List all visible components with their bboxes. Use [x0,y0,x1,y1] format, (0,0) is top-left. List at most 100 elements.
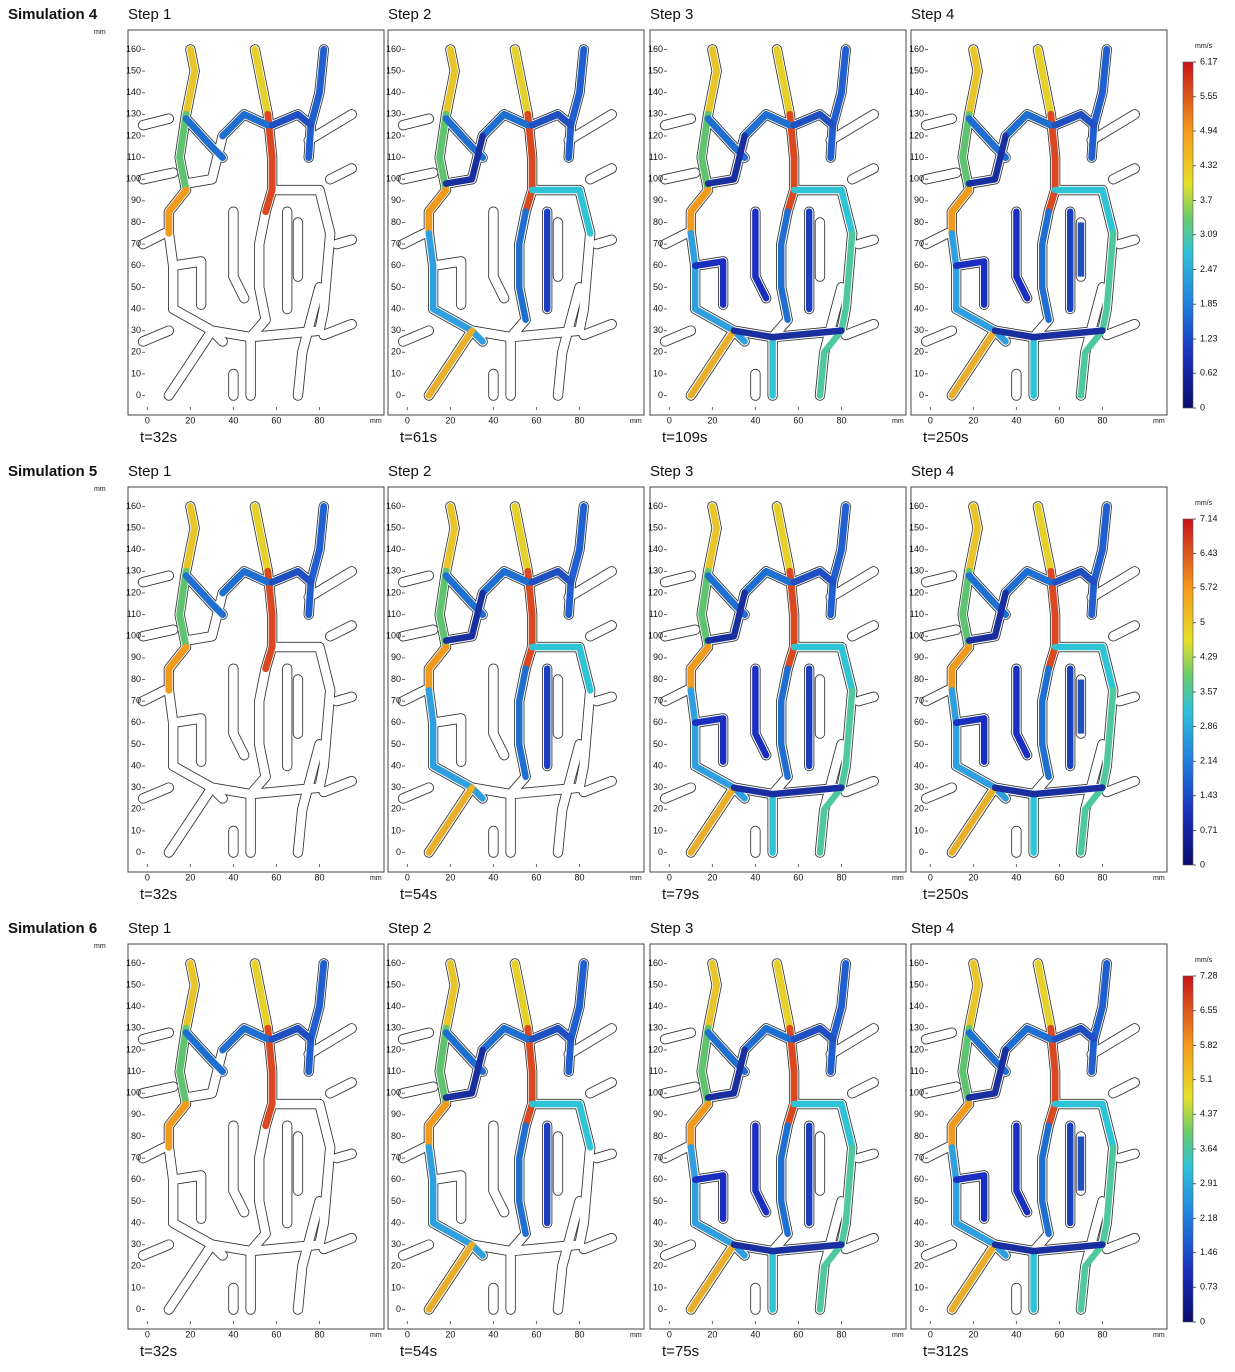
y-tick-label: 30 [653,1239,663,1249]
y-tick-label: 130 [126,1023,141,1033]
x-tick-label: 40 [750,872,760,882]
y-tick-label: 10 [131,825,141,835]
y-tick-label: 120 [386,587,401,597]
y-tick-label: 50 [131,739,141,749]
x-tick-label: 20 [185,1329,195,1339]
y-tick-label: 40 [131,760,141,770]
y-tick-label: 130 [648,109,663,119]
y-tick-label: 130 [909,109,924,119]
colorbar-tick-label: 6.17 [1200,56,1218,66]
time-label: t=75s [662,1343,699,1360]
y-tick-label: 130 [909,566,924,576]
x-unit: mm [370,875,382,882]
colorbar-tick-label: 1.43 [1200,790,1218,800]
y-tick-label: 100 [386,174,401,184]
y-tick-label: 130 [126,566,141,576]
x-tick-label: 20 [707,415,717,425]
y-tick-label: 40 [914,760,924,770]
y-tick-label: 100 [126,1088,141,1098]
y-tick-label: 100 [648,174,663,184]
y-tick-label: 90 [653,1109,663,1119]
x-tick-label: 80 [314,872,324,882]
y-tick-label: 150 [386,522,401,532]
y-tick-label: 40 [391,303,401,313]
x-tick-label: 80 [574,872,584,882]
y-tick-label: 110 [387,152,401,162]
y-tick-label: 150 [126,65,141,75]
y-tick-label: 10 [914,1282,924,1292]
y-tick-label: 60 [914,260,924,270]
y-tick-label: 50 [914,739,924,749]
y-tick-label: 60 [653,1174,663,1184]
x-tick-label: 0 [145,415,150,425]
y-tick-label: 20 [391,347,401,357]
y-tick-label: 110 [127,1066,141,1076]
time-label: t=32s [140,429,177,446]
y-tick-label: 40 [914,1217,924,1227]
x-tick-label: 20 [185,415,195,425]
x-tick-label: 0 [405,415,410,425]
x-tick-label: 0 [928,1329,933,1339]
simulation-title: Simulation 6 [8,920,97,937]
y-tick-label: 80 [653,674,663,684]
colorbar-unit: mm/s [1195,43,1213,50]
step-label: Step 2 [388,920,431,937]
x-tick-label: 60 [793,1329,803,1339]
colorbar-tick-label: 3.57 [1200,686,1218,696]
time-label: t=32s [140,886,177,903]
x-tick-label: 0 [667,415,672,425]
y-tick-label: 30 [131,1239,141,1249]
y-tick-label: 20 [914,347,924,357]
y-tick-label: 100 [126,174,141,184]
x-unit: mm [1153,1332,1165,1339]
y-tick-label: 120 [909,1044,924,1054]
y-tick-label: 140 [648,87,663,97]
y-tick-label: 140 [126,544,141,554]
y-tick-label: 40 [391,1217,401,1227]
y-tick-label: 160 [126,958,141,968]
y-tick-label: 130 [386,109,401,119]
y-tick-label: 140 [909,87,924,97]
y-tick-label: 150 [126,979,141,989]
y-tick-label: 30 [653,325,663,335]
colorbar-tick-label: 0 [1200,859,1205,869]
x-tick-label: 80 [836,415,846,425]
colorbar-tick-label: 3.7 [1200,195,1213,205]
y-tick-label: 50 [914,282,924,292]
y-tick-label: 70 [914,239,924,249]
y-tick-label: 80 [131,674,141,684]
y-tick-label: 20 [391,1261,401,1271]
x-tick-label: 20 [445,1329,455,1339]
y-tick-label: 160 [648,501,663,511]
y-tick-label: 0 [136,847,141,857]
y-tick-label: 70 [653,1153,663,1163]
colorbar-tick-label: 3.64 [1200,1143,1218,1153]
x-tick-label: 60 [271,872,281,882]
y-tick-label: 70 [131,1153,141,1163]
x-tick-label: 60 [271,1329,281,1339]
y-tick-label: 120 [909,587,924,597]
y-tick-label: 20 [131,347,141,357]
x-tick-label: 60 [1054,1329,1064,1339]
x-tick-label: 60 [531,415,541,425]
y-tick-label: 20 [131,804,141,814]
y-tick-label: 30 [914,782,924,792]
y-tick-label: 0 [136,1304,141,1314]
y-tick-label: 90 [653,652,663,662]
y-tick-label: 140 [648,544,663,554]
y-tick-label: 30 [391,1239,401,1249]
y-tick-label: 10 [914,368,924,378]
y-tick-label: 30 [653,782,663,792]
x-tick-label: 40 [1011,415,1021,425]
y-tick-label: 30 [391,782,401,792]
y-tick-label: 130 [386,1023,401,1033]
x-tick-label: 40 [488,415,498,425]
x-tick-label: 20 [707,1329,717,1339]
y-tick-label: 110 [910,609,924,619]
y-tick-label: 80 [914,1131,924,1141]
y-tick-label: 70 [391,1153,401,1163]
colorbar-tick-label: 6.55 [1200,1005,1218,1015]
x-tick-label: 40 [750,1329,760,1339]
y-tick-label: 30 [131,782,141,792]
colorbar-tick-label: 6.43 [1200,548,1218,558]
